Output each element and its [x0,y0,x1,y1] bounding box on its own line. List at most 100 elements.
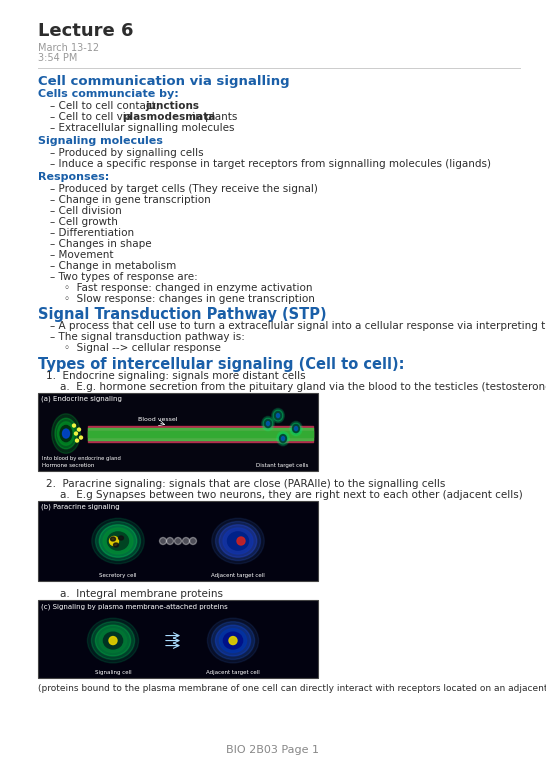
Text: Cell communication via signalling: Cell communication via signalling [38,75,289,88]
Text: – Changes in shape: – Changes in shape [50,239,152,249]
Ellipse shape [277,431,289,446]
Ellipse shape [280,434,287,443]
Ellipse shape [216,625,251,656]
Ellipse shape [91,621,135,659]
Bar [38,393,318,471]
Ellipse shape [237,537,245,545]
Ellipse shape [114,543,118,547]
Text: – The signal transduction pathway is:: – The signal transduction pathway is: [50,332,245,342]
Text: – Two types of response are:: – Two types of response are: [50,272,198,282]
Text: Signal Transduction Pathway (STP): Signal Transduction Pathway (STP) [38,307,327,322]
Ellipse shape [282,437,284,440]
Ellipse shape [103,528,133,554]
Ellipse shape [55,418,77,449]
Bar [38,600,318,678]
Circle shape [74,432,78,435]
Text: Adjacent target cell: Adjacent target cell [206,670,260,675]
Text: 2.  Paracrine signaling: signals that are close (PARAlle) to the signalling cell: 2. Paracrine signaling: signals that are… [46,479,446,489]
Circle shape [78,428,80,431]
Ellipse shape [207,618,259,663]
Text: (b) Paracrine signaling: (b) Paracrine signaling [41,504,120,511]
Text: Adjacent target cell: Adjacent target cell [211,573,265,578]
Text: Signaling molecules: Signaling molecules [38,136,163,146]
Ellipse shape [99,524,136,557]
Ellipse shape [96,521,140,561]
Ellipse shape [264,420,271,427]
Text: – Induce a specific response in target receptors from signnalling molecules (lig: – Induce a specific response in target r… [50,159,491,169]
Text: – Produced by signalling cells: – Produced by signalling cells [50,148,204,158]
Ellipse shape [276,413,280,417]
Text: plasmodesmata: plasmodesmata [122,112,215,122]
Text: ◦  Signal --> cellular response: ◦ Signal --> cellular response [64,343,221,353]
Ellipse shape [263,418,273,429]
Ellipse shape [273,410,283,421]
Text: Lecture 6: Lecture 6 [38,22,134,40]
Ellipse shape [57,422,74,445]
Text: junctions: junctions [145,101,199,111]
Ellipse shape [228,532,248,550]
Ellipse shape [60,426,72,442]
Text: Signaling cell: Signaling cell [94,670,131,675]
Ellipse shape [109,637,117,644]
Text: Secretory cell: Secretory cell [99,573,136,578]
Text: a.  E.g Synapses between two neurons, they are right next to each other (adjacen: a. E.g Synapses between two neurons, the… [60,490,523,500]
Ellipse shape [212,518,264,564]
Text: 3:54 PM: 3:54 PM [38,53,78,63]
Circle shape [80,436,82,439]
Text: – Extracellular signalling molecules: – Extracellular signalling molecules [50,123,234,133]
Ellipse shape [229,637,237,644]
Ellipse shape [96,625,130,656]
Ellipse shape [110,537,116,541]
Circle shape [189,537,197,544]
Ellipse shape [103,632,123,649]
Circle shape [159,537,167,544]
Ellipse shape [219,628,247,652]
Text: – Cell growth: – Cell growth [50,217,118,227]
Ellipse shape [262,417,274,430]
Circle shape [175,537,181,544]
Ellipse shape [108,532,128,550]
Ellipse shape [272,408,284,423]
Ellipse shape [293,424,300,433]
Text: – Differentiation: – Differentiation [50,228,134,238]
Circle shape [182,537,189,544]
Ellipse shape [211,621,254,659]
Text: ◦  Fast response: changed in enzyme activation: ◦ Fast response: changed in enzyme activ… [64,283,312,293]
Ellipse shape [99,628,127,652]
Ellipse shape [62,429,69,438]
Text: Hormone secretion: Hormone secretion [42,463,94,468]
Ellipse shape [110,537,118,545]
Text: March 13-12: March 13-12 [38,43,99,53]
Ellipse shape [266,421,270,426]
Text: Distant target cells: Distant target cells [256,463,308,468]
Ellipse shape [118,536,123,540]
Ellipse shape [223,528,253,554]
Ellipse shape [275,411,282,420]
Text: – Change in gene transcription: – Change in gene transcription [50,195,211,205]
Ellipse shape [219,524,257,557]
Circle shape [167,537,174,544]
Text: – Movement: – Movement [50,250,114,260]
Ellipse shape [216,521,260,561]
Text: BIO 2B03 Page 1: BIO 2B03 Page 1 [227,745,319,755]
Ellipse shape [52,413,80,454]
Circle shape [75,439,79,442]
Ellipse shape [278,433,288,444]
Text: in plants: in plants [189,112,238,122]
Text: – Produced by target cells (They receive the signal): – Produced by target cells (They receive… [50,184,318,194]
Ellipse shape [291,423,301,434]
Text: ◦  Slow response: changes in gene transcription: ◦ Slow response: changes in gene transcr… [64,294,315,304]
Text: – Cell to cell via: – Cell to cell via [50,112,135,122]
Text: Responses:: Responses: [38,172,109,182]
Circle shape [73,424,75,427]
Text: a.  E.g. hormone secretion from the pituitary gland via the blood to the testicl: a. E.g. hormone secretion from the pitui… [60,382,546,392]
Text: Blood vessel: Blood vessel [138,417,178,421]
Text: – Cell division: – Cell division [50,206,122,216]
Text: Into blood by endocrine gland: Into blood by endocrine gland [42,456,121,461]
Text: Types of intercellular signaling (Cell to cell):: Types of intercellular signaling (Cell t… [38,357,405,372]
Ellipse shape [223,632,242,649]
Text: – A process that cell use to turn a extracellular signal into a cellular respons: – A process that cell use to turn a extr… [50,321,546,331]
Text: Cells communciate by:: Cells communciate by: [38,89,179,99]
Text: (c) Signaling by plasma membrane-attached proteins: (c) Signaling by plasma membrane-attache… [41,603,228,610]
Ellipse shape [87,618,139,663]
